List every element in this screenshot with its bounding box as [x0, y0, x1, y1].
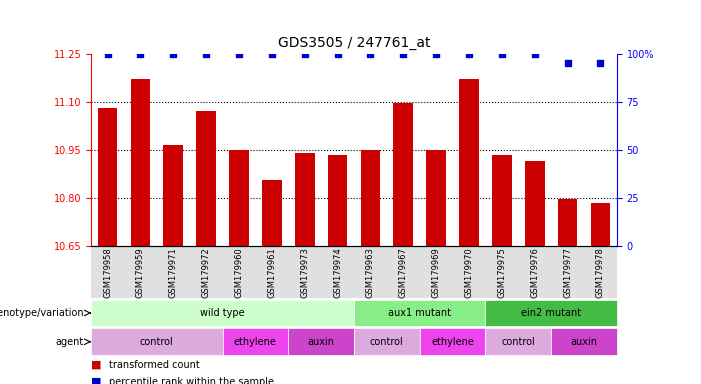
Text: auxin: auxin — [308, 337, 334, 347]
Text: transformed count: transformed count — [109, 360, 199, 370]
Text: ■: ■ — [91, 360, 105, 370]
Bar — [97, 108, 118, 246]
Bar — [262, 180, 282, 246]
Title: GDS3505 / 247761_at: GDS3505 / 247761_at — [278, 36, 430, 50]
Text: percentile rank within the sample: percentile rank within the sample — [109, 377, 273, 384]
Text: auxin: auxin — [571, 337, 597, 347]
Bar — [590, 203, 611, 246]
Bar — [558, 199, 578, 246]
Bar — [525, 161, 545, 246]
Text: genotype/variation: genotype/variation — [0, 308, 84, 318]
Bar — [229, 150, 249, 246]
Text: control: control — [370, 337, 404, 347]
Text: aux1 mutant: aux1 mutant — [388, 308, 451, 318]
Bar — [196, 111, 216, 246]
Bar — [328, 155, 348, 246]
Bar — [426, 150, 446, 246]
Bar — [492, 155, 512, 246]
Bar — [360, 150, 381, 246]
Text: ein2 mutant: ein2 mutant — [521, 308, 581, 318]
Text: ■: ■ — [91, 377, 105, 384]
Bar — [295, 153, 315, 246]
Text: control: control — [140, 337, 174, 347]
Text: agent: agent — [56, 337, 84, 347]
Text: ethylene: ethylene — [431, 337, 474, 347]
Bar — [393, 103, 413, 246]
Bar — [163, 145, 183, 246]
Bar — [130, 79, 150, 246]
Bar — [459, 79, 479, 246]
Text: ethylene: ethylene — [234, 337, 277, 347]
Text: wild type: wild type — [200, 308, 245, 318]
Text: control: control — [501, 337, 535, 347]
